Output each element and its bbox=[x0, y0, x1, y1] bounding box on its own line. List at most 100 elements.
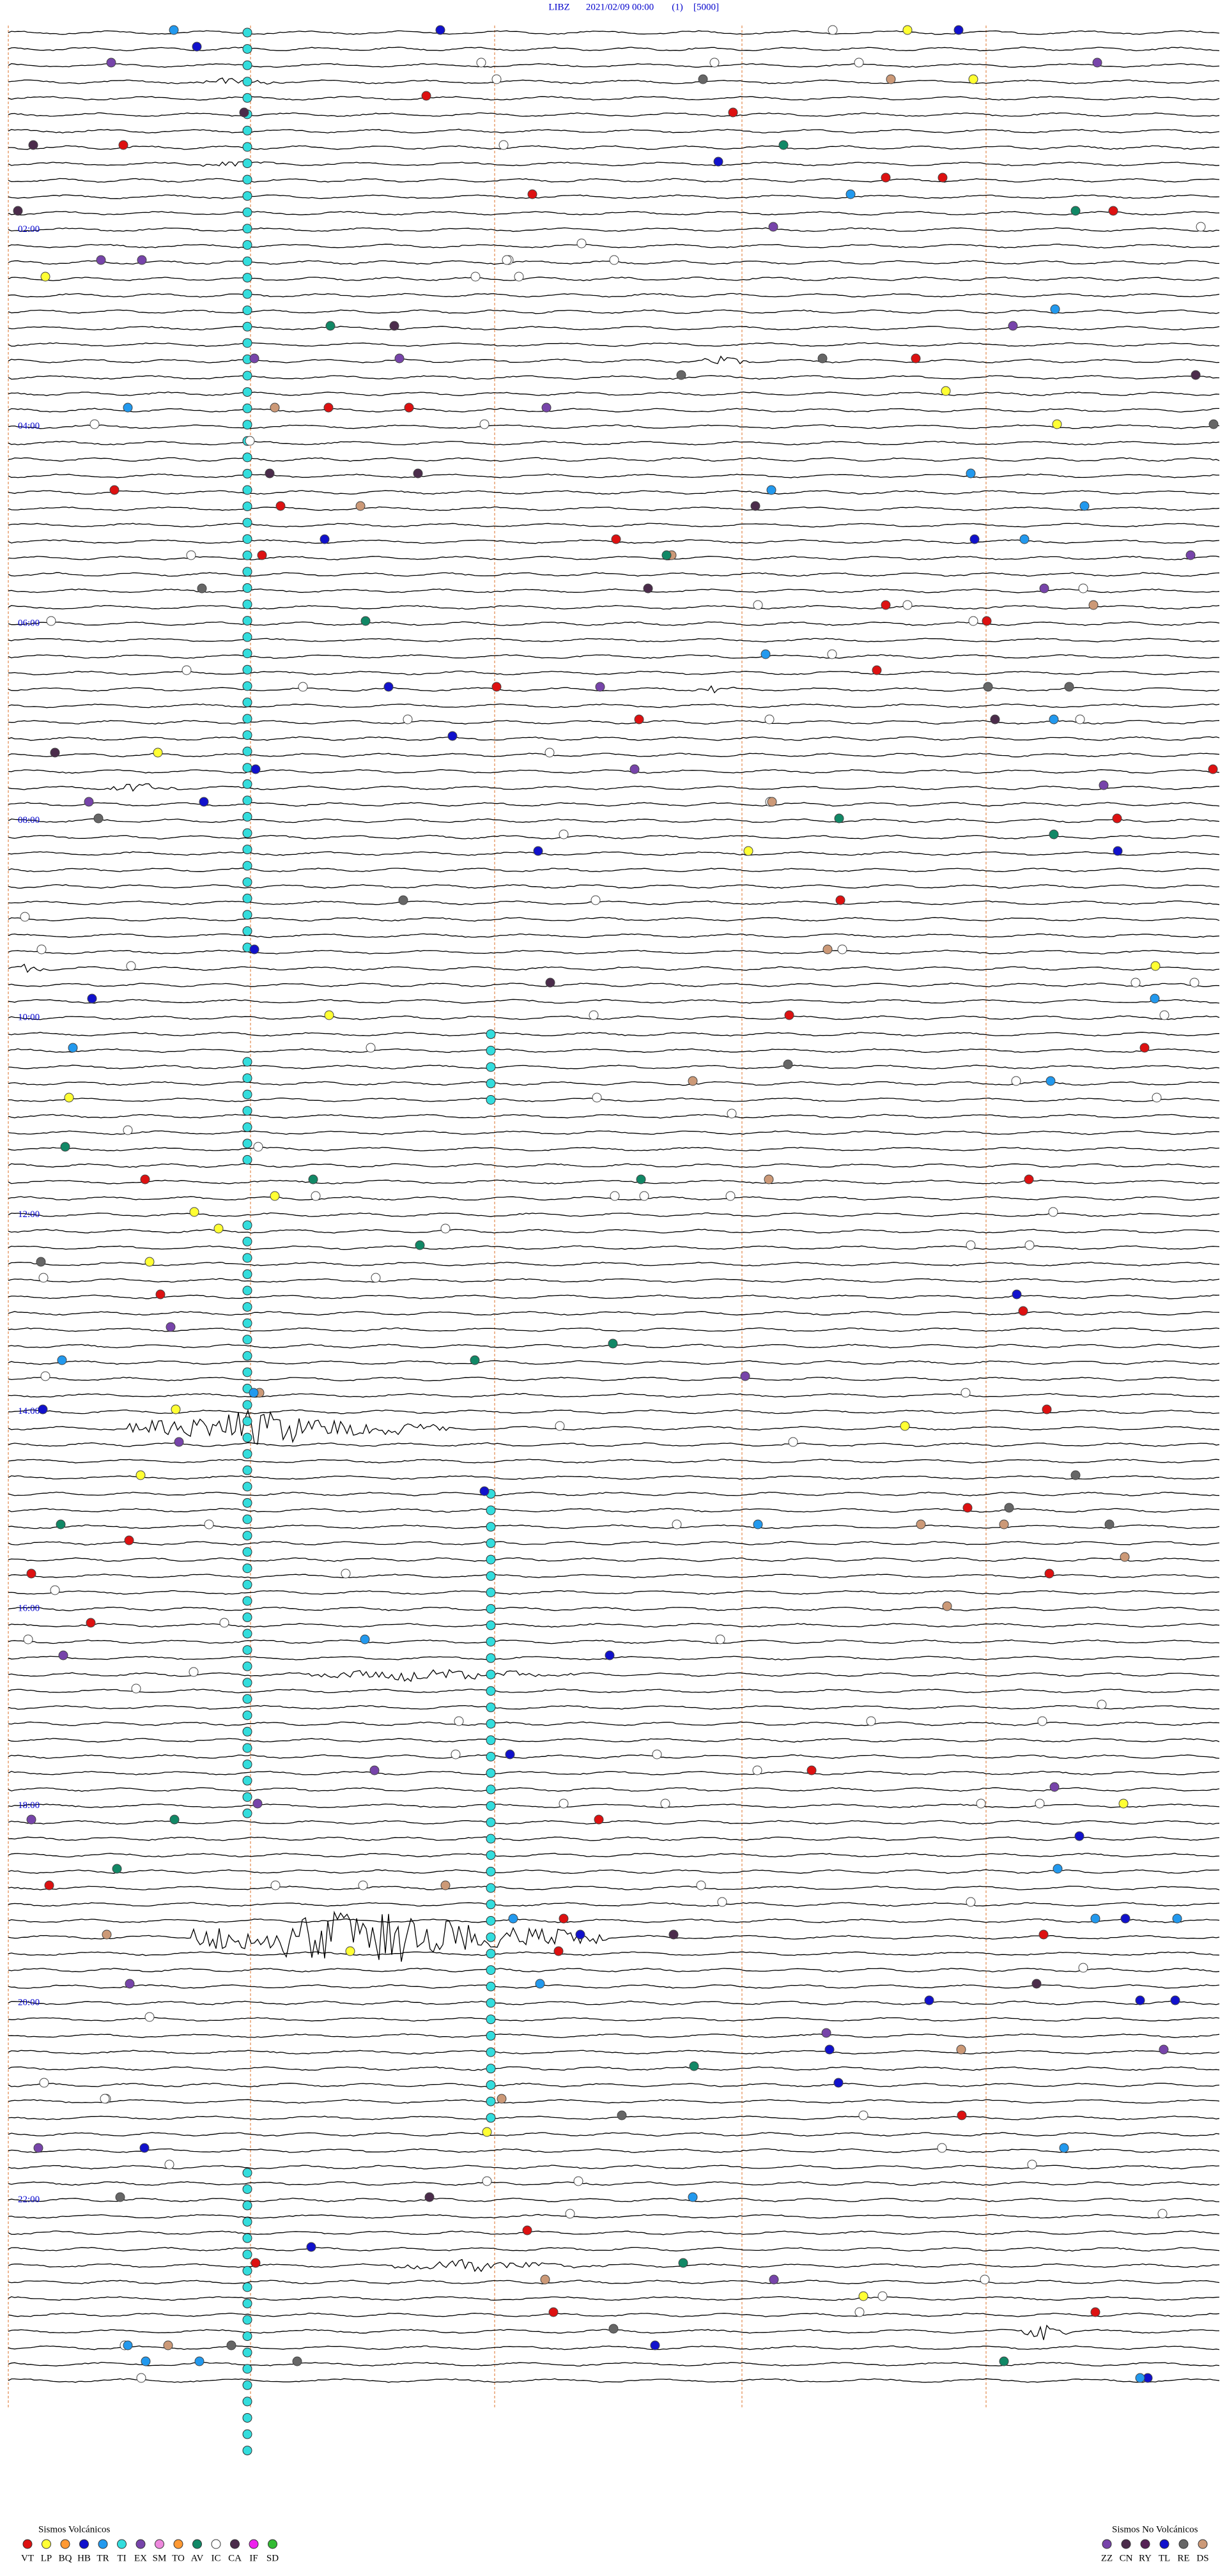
trace bbox=[8, 211, 1220, 216]
event-marker bbox=[242, 371, 252, 381]
event-marker bbox=[486, 1604, 496, 1614]
event-marker bbox=[676, 370, 686, 380]
event-marker bbox=[242, 2233, 252, 2243]
legend-title: Sismos No Volcánicos bbox=[1112, 2524, 1198, 2534]
trace bbox=[8, 654, 1220, 659]
event-marker bbox=[242, 142, 252, 152]
event-marker bbox=[60, 1142, 70, 1152]
event-marker bbox=[575, 1929, 585, 1940]
trace bbox=[8, 2148, 1220, 2153]
trace bbox=[8, 1327, 1220, 1332]
legend-code: TI bbox=[117, 2553, 126, 2563]
event-marker bbox=[672, 1519, 682, 1529]
event-marker bbox=[976, 1798, 986, 1809]
trace bbox=[8, 375, 1220, 380]
event-marker bbox=[610, 1191, 620, 1201]
trace bbox=[8, 1212, 1220, 1217]
event-marker bbox=[968, 616, 978, 626]
event-marker bbox=[540, 2274, 550, 2285]
trace bbox=[8, 1179, 1220, 1184]
event-marker bbox=[486, 1768, 496, 1778]
event-marker bbox=[242, 550, 252, 560]
event-marker bbox=[242, 77, 252, 87]
trace bbox=[8, 1951, 1220, 1956]
event-marker bbox=[58, 1650, 68, 1660]
trace bbox=[8, 2361, 1220, 2367]
time-label: 16:00 bbox=[18, 1604, 40, 1614]
trace bbox=[8, 1376, 1219, 1381]
event-marker bbox=[249, 944, 259, 954]
event-marker bbox=[900, 1421, 910, 1431]
event-marker bbox=[486, 1620, 496, 1630]
trace bbox=[8, 900, 1220, 905]
trace bbox=[8, 2066, 1220, 2071]
channel: (1) bbox=[672, 2, 683, 12]
event-marker bbox=[242, 714, 252, 724]
event-marker bbox=[1152, 1092, 1162, 1103]
event-marker bbox=[242, 2266, 252, 2276]
event-marker bbox=[324, 1010, 334, 1020]
event-marker bbox=[486, 2064, 496, 2074]
event-marker bbox=[292, 2356, 302, 2366]
event-marker bbox=[728, 107, 738, 118]
event-marker bbox=[522, 2225, 532, 2235]
trace bbox=[8, 194, 1220, 199]
event-marker bbox=[242, 1106, 252, 1116]
event-marker bbox=[740, 1371, 750, 1381]
time-label: 04:00 bbox=[18, 421, 40, 431]
event-marker bbox=[40, 272, 50, 282]
event-marker bbox=[242, 1482, 252, 1492]
event-marker bbox=[454, 1716, 464, 1726]
event-marker bbox=[1074, 1831, 1084, 1841]
event-marker bbox=[1159, 2044, 1169, 2055]
event-marker bbox=[242, 1089, 252, 1100]
event-marker bbox=[1092, 57, 1102, 68]
trace bbox=[8, 2082, 1220, 2087]
legend-code: AV bbox=[191, 2553, 204, 2563]
event-marker bbox=[242, 1122, 252, 1132]
event-marker bbox=[171, 1404, 181, 1414]
event-marker bbox=[118, 140, 128, 150]
event-marker bbox=[688, 1076, 698, 1086]
event-marker bbox=[166, 1322, 176, 1332]
event-marker bbox=[966, 1240, 976, 1250]
trace bbox=[8, 2132, 1220, 2137]
event-marker bbox=[486, 1949, 496, 1959]
trace bbox=[8, 783, 1219, 792]
event-marker bbox=[345, 1946, 355, 1956]
trace bbox=[8, 1590, 1220, 1595]
legend-code: LP bbox=[41, 2553, 52, 2563]
trace bbox=[8, 355, 1220, 365]
event-marker bbox=[497, 2094, 507, 2104]
legend-swatch bbox=[1121, 2539, 1131, 2549]
event-marker bbox=[491, 682, 502, 692]
event-marker bbox=[514, 272, 524, 282]
trace bbox=[8, 128, 1220, 134]
trace bbox=[8, 1853, 1220, 1858]
event-marker bbox=[440, 1223, 451, 1234]
event-marker bbox=[242, 2412, 252, 2423]
trace bbox=[8, 1918, 1220, 1924]
legend-swatch bbox=[1102, 2539, 1112, 2549]
event-marker bbox=[242, 321, 252, 332]
event-marker bbox=[783, 1059, 793, 1070]
event-marker bbox=[242, 1612, 252, 1622]
header: LIBZ 2021/02/09 00:00 (1) [5000] bbox=[548, 2, 719, 12]
event-marker bbox=[242, 616, 252, 626]
event-marker bbox=[325, 321, 336, 331]
trace bbox=[8, 325, 1220, 331]
trace bbox=[8, 1261, 1220, 1267]
event-marker bbox=[144, 2012, 155, 2022]
event-marker bbox=[833, 2078, 844, 2088]
trace bbox=[8, 243, 1220, 249]
event-marker bbox=[767, 797, 777, 807]
trace bbox=[8, 1015, 1220, 1020]
event-marker bbox=[1038, 1929, 1049, 1940]
event-marker bbox=[1078, 1963, 1088, 1973]
event-marker bbox=[451, 1749, 461, 1759]
event-marker bbox=[902, 25, 913, 35]
event-marker bbox=[242, 1629, 252, 1639]
legend-swatch bbox=[1198, 2539, 1208, 2549]
